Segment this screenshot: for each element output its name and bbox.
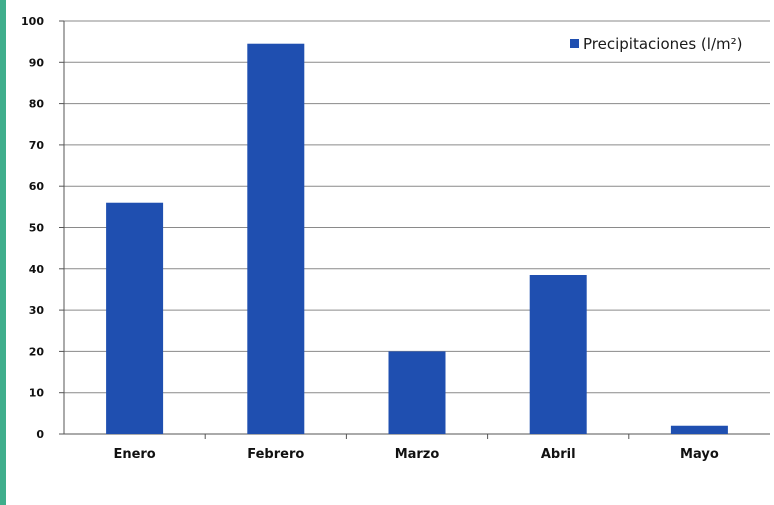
- y-tick-label: 80: [29, 98, 45, 111]
- y-tick-label: 90: [29, 56, 45, 69]
- y-tick-label: 40: [29, 263, 45, 276]
- legend-label: Precipitaciones (l/m²): [583, 35, 743, 53]
- y-tick-label: 30: [29, 304, 45, 317]
- y-tick-label: 10: [29, 387, 45, 400]
- legend-swatch: [570, 39, 579, 48]
- x-tick-label: Abril: [541, 447, 576, 462]
- bar-febrero: [247, 43, 305, 435]
- x-tick-label: Mayo: [680, 447, 719, 462]
- y-tick-label: 60: [29, 180, 45, 193]
- bars: [106, 43, 728, 435]
- y-tick-label: 20: [29, 345, 45, 358]
- y-tick-label: 0: [36, 428, 44, 441]
- y-axis-ticks: 0 10 20 30 40 50 60 70 80 90 100: [21, 15, 64, 441]
- y-tick-label: 50: [29, 222, 45, 235]
- legend: Precipitaciones (l/m²): [570, 35, 743, 53]
- x-tick-label: Marzo: [395, 447, 440, 462]
- bar-enero: [106, 202, 164, 434]
- x-tick-label: Enero: [113, 447, 155, 462]
- bar-marzo: [388, 351, 446, 434]
- gridlines: [64, 20, 770, 394]
- left-accent-band: [0, 0, 6, 505]
- bar-abril: [529, 274, 587, 434]
- y-tick-label: 100: [21, 15, 44, 28]
- x-tick-label: Febrero: [247, 447, 304, 462]
- x-axis-labels: Enero Febrero Marzo Abril Mayo: [113, 447, 718, 462]
- bar-mayo: [670, 425, 728, 434]
- y-tick-label: 70: [29, 139, 45, 152]
